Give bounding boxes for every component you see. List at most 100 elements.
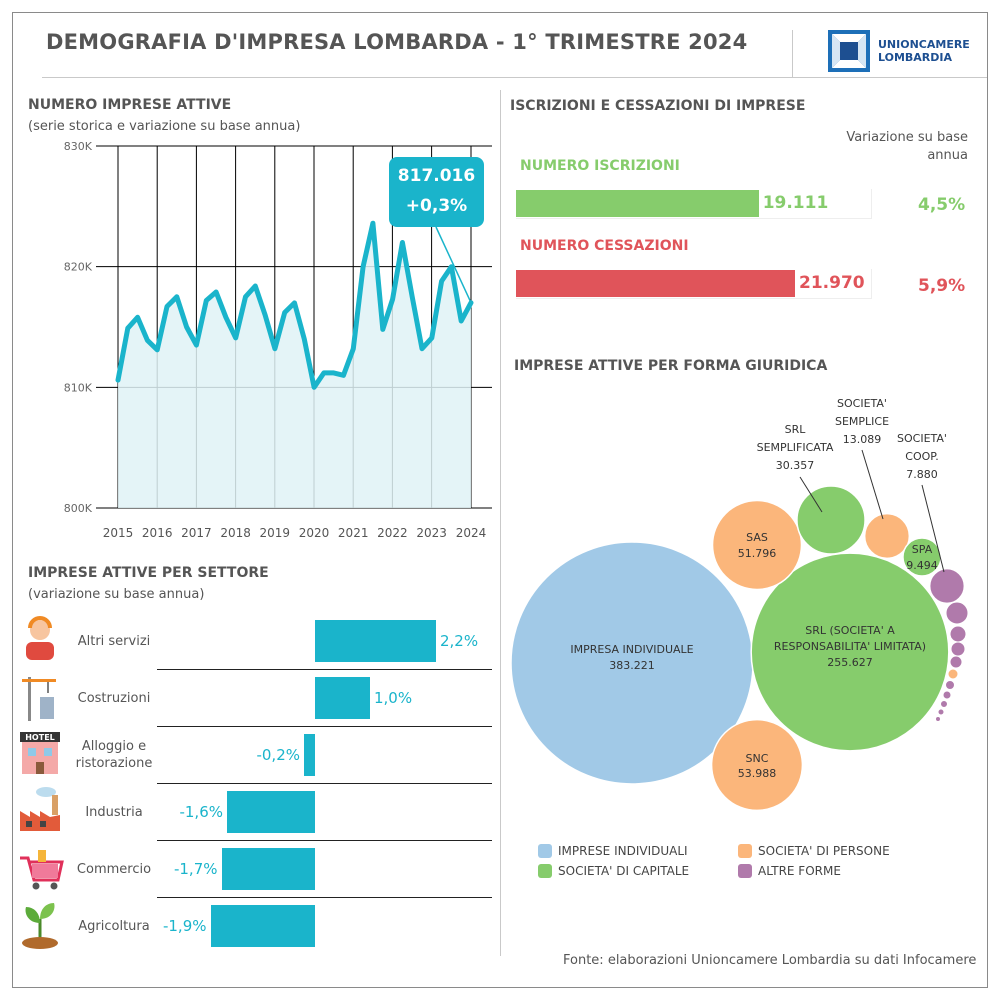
y-tick-label: 830K bbox=[64, 140, 93, 153]
bubble-name-label: SOCIETA' bbox=[897, 432, 947, 445]
minor-form-bubble bbox=[937, 708, 945, 716]
page-title: DEMOGRAFIA D'IMPRESA LOMBARDA - 1° TRIME… bbox=[46, 30, 748, 54]
bubble-value-label: 30.357 bbox=[776, 459, 815, 472]
legend-item-altre: ALTRE FORME bbox=[738, 864, 841, 878]
bubble-2 bbox=[710, 718, 804, 812]
x-tick-label: 2018 bbox=[220, 526, 251, 540]
minor-form-bubble bbox=[935, 716, 941, 722]
x-tick-label: 2017 bbox=[181, 526, 212, 540]
forms-title: IMPRESE ATTIVE PER FORMA GIURIDICA bbox=[514, 358, 828, 374]
y-tick-label: 820K bbox=[64, 261, 93, 274]
iscrizioni-label: NUMERO ISCRIZIONI bbox=[520, 158, 680, 174]
minor-form-bubble bbox=[950, 641, 966, 657]
bubble-name-label: SRL bbox=[785, 423, 807, 436]
column-divider bbox=[500, 90, 501, 956]
x-tick-label: 2021 bbox=[338, 526, 369, 540]
callout-change: +0,3% bbox=[405, 196, 468, 216]
flows-title: ISCRIZIONI E CESSAZIONI DI IMPRESE bbox=[510, 98, 806, 114]
bubble-3 bbox=[711, 499, 803, 591]
bubble-value-label: 9.494 bbox=[906, 559, 938, 572]
bubble-value-label: 13.089 bbox=[843, 433, 882, 446]
bubble-name-label: SAS bbox=[746, 531, 768, 544]
minor-form-bubble bbox=[942, 690, 952, 700]
legend-item-capitale: SOCIETA' DI CAPITALE bbox=[538, 864, 689, 878]
sector-icons: HOTEL bbox=[20, 616, 64, 949]
legend-label: ALTRE FORME bbox=[758, 864, 841, 878]
variation-header: Variazione su base annua bbox=[846, 130, 968, 163]
bubble-name-label: SRL (SOCIETA' A bbox=[805, 624, 895, 637]
legend-swatch-blue bbox=[538, 844, 552, 858]
minor-form-bubble bbox=[945, 680, 955, 690]
leader-line bbox=[799, 476, 823, 513]
bubble-chart: IMPRESA INDIVIDUALE 383.221 SRL (SOCIETA' … bbox=[510, 397, 969, 812]
factory-icon bbox=[20, 787, 60, 831]
logo-text: UNIONCAMERE LOMBARDIA bbox=[878, 38, 970, 64]
sector-chart-subtitle: (variazione su base annua) bbox=[28, 587, 205, 602]
source-note: Fonte: elaborazioni Unioncamere Lombardi… bbox=[563, 953, 977, 968]
line-chart-title: NUMERO IMPRESE ATTIVE bbox=[28, 97, 232, 113]
iscrizioni-change: 4,5% bbox=[918, 195, 966, 215]
bubble-5 bbox=[863, 512, 911, 560]
bubble-name-label: SOCIETA' bbox=[837, 397, 887, 410]
y-tick-label: 810K bbox=[64, 381, 93, 394]
legend-item-individuali: IMPRESE INDIVIDUALI bbox=[538, 844, 688, 858]
bubble-value-label: 383.221 bbox=[609, 659, 655, 672]
logo-text-line1: UNIONCAMERE bbox=[878, 38, 970, 51]
bubble-6 bbox=[902, 537, 942, 577]
latest-value-callout: 817.016 +0,3% bbox=[389, 157, 484, 227]
callout-value: 817.016 bbox=[397, 166, 476, 186]
x-tick-label: 2022 bbox=[377, 526, 408, 540]
bubble-name-label: SNC bbox=[746, 752, 769, 765]
series-area bbox=[118, 223, 471, 508]
callout-pointer bbox=[435, 226, 472, 303]
crane-icon bbox=[22, 677, 56, 721]
leader-line bbox=[921, 484, 945, 573]
x-tick-label: 2015 bbox=[103, 526, 134, 540]
x-tick-label: 2019 bbox=[260, 526, 291, 540]
legend-item-persone: SOCIETA' DI PERSONE bbox=[738, 844, 890, 858]
x-tick-label: 2024 bbox=[456, 526, 487, 540]
legend-label: IMPRESE INDIVIDUALI bbox=[558, 844, 688, 858]
bubble-name-label: RESPONSABILITA' LIMITATA) bbox=[774, 640, 926, 653]
minor-form-bubble bbox=[945, 601, 969, 625]
bubble-value-label: 51.796 bbox=[738, 547, 777, 560]
minor-form-bubble bbox=[949, 655, 963, 669]
minor-form-bubble bbox=[947, 668, 959, 680]
infographic-frame bbox=[12, 12, 988, 988]
title-divider bbox=[42, 77, 987, 78]
legend-label: SOCIETA' DI CAPITALE bbox=[558, 864, 690, 878]
bubble-value-label: 7.880 bbox=[906, 468, 938, 481]
shopping-cart-icon bbox=[20, 850, 64, 890]
bubble-value-label: 255.627 bbox=[827, 656, 873, 669]
minor-form-bubble bbox=[940, 700, 948, 708]
sector-chart-title: IMPRESE ATTIVE PER SETTORE bbox=[28, 565, 269, 581]
bubble-name-label: SEMPLIFICATA bbox=[757, 441, 834, 454]
call-center-icon bbox=[26, 616, 54, 660]
line-chart-subtitle: (serie storica e variazione su base annu… bbox=[28, 119, 301, 134]
logo-text-line2: LOMBARDIA bbox=[878, 51, 953, 64]
hotel-icon: HOTEL bbox=[20, 732, 60, 774]
bubble-7 bbox=[928, 567, 966, 605]
bubble-name-label: COOP. bbox=[905, 450, 938, 463]
x-tick-label: 2016 bbox=[142, 526, 173, 540]
bubble-name-label: SEMPLICE bbox=[835, 415, 889, 428]
svg-text:HOTEL: HOTEL bbox=[25, 733, 55, 742]
y-tick-label: 800K bbox=[64, 502, 93, 515]
logo-divider bbox=[792, 30, 793, 78]
legend-swatch-green bbox=[538, 864, 552, 878]
bubble-4 bbox=[796, 485, 866, 555]
unioncamere-logo-icon bbox=[828, 30, 870, 72]
minor-form-bubble bbox=[949, 625, 967, 643]
cessazioni-label: NUMERO CESSAZIONI bbox=[520, 238, 689, 254]
legend-label: SOCIETA' DI PERSONE bbox=[758, 844, 890, 858]
x-tick-label: 2023 bbox=[416, 526, 447, 540]
x-tick-label: 2020 bbox=[299, 526, 330, 540]
bubble-name-label: SPA bbox=[912, 543, 933, 556]
legend-swatch-orange bbox=[738, 844, 752, 858]
legend-swatch-purple bbox=[738, 864, 752, 878]
bubble-value-label: 53.988 bbox=[738, 767, 777, 780]
bubble-1 bbox=[750, 552, 950, 752]
series-line bbox=[115, 220, 474, 390]
cessazioni-change: 5,9% bbox=[918, 276, 966, 296]
sprout-icon bbox=[22, 903, 58, 949]
